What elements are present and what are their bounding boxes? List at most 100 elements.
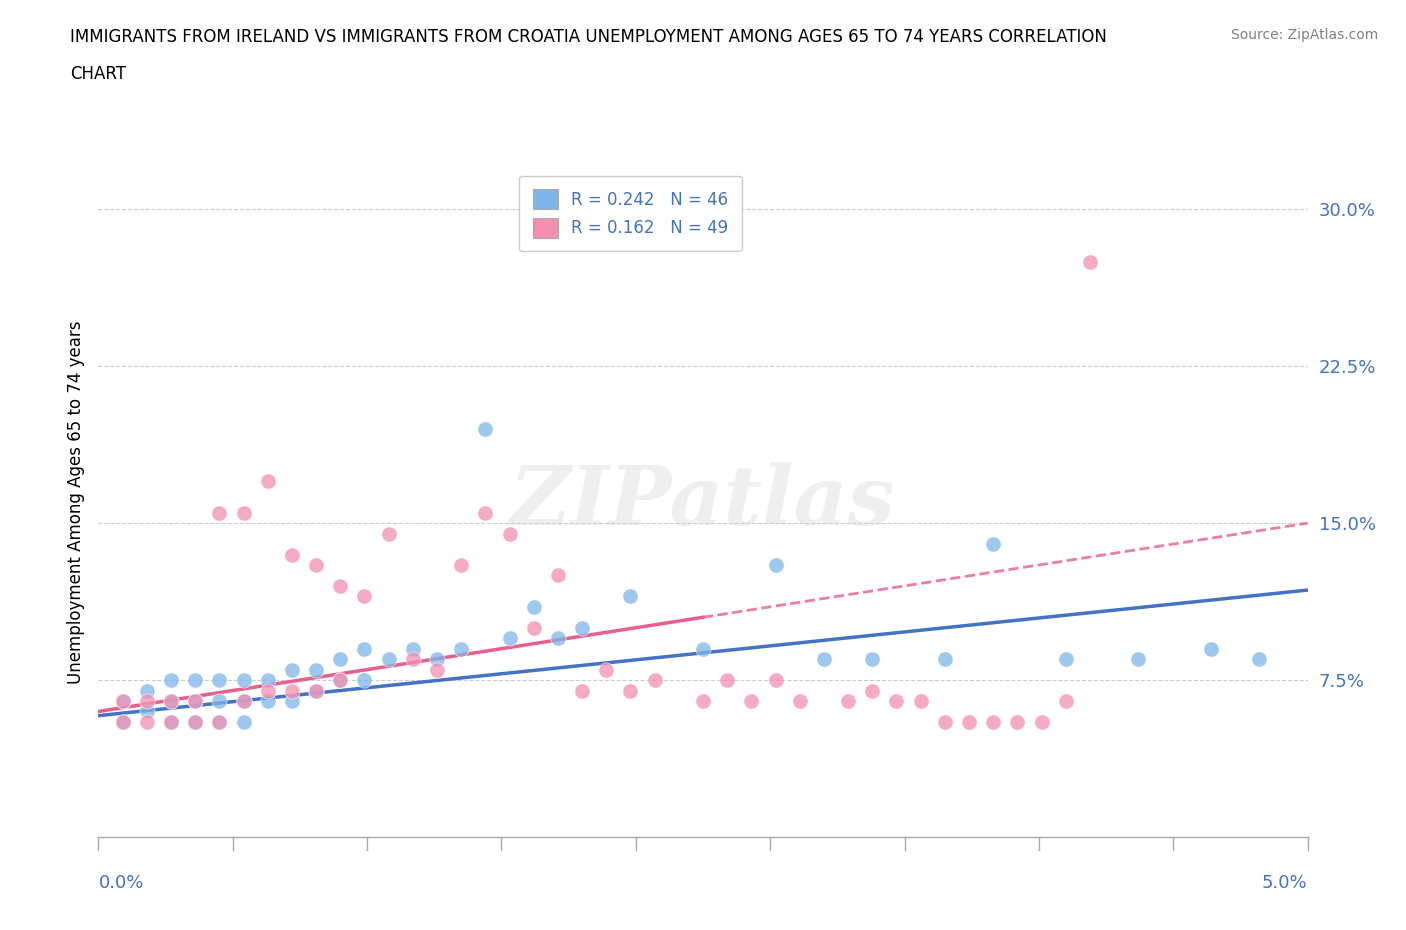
Point [256,672,278,687]
Point [498,526,520,541]
Point [135,714,157,729]
Point [1199,642,1222,657]
Point [160,672,183,687]
Point [474,421,496,436]
Point [547,568,569,583]
Point [450,558,472,573]
Point [329,672,352,687]
Text: IMMIGRANTS FROM IRELAND VS IMMIGRANTS FROM CROATIA UNEMPLOYMENT AMONG AGES 65 TO: IMMIGRANTS FROM IRELAND VS IMMIGRANTS FR… [70,28,1107,46]
Point [184,714,207,729]
Point [1128,652,1150,667]
Point [402,652,425,667]
Point [571,620,593,635]
Point [377,526,399,541]
Point [571,683,593,698]
Point [184,714,207,729]
Y-axis label: Unemployment Among Ages 65 to 74 years: Unemployment Among Ages 65 to 74 years [66,321,84,684]
Point [692,694,714,709]
Point [281,683,304,698]
Point [934,714,956,729]
Point [256,683,278,698]
Point [474,505,496,520]
Point [765,672,787,687]
Point [837,694,859,709]
Text: 5.0%: 5.0% [1263,874,1308,892]
Point [595,662,617,677]
Point [256,474,278,489]
Point [813,652,835,667]
Point [619,589,641,604]
Point [305,683,328,698]
Point [208,694,231,709]
Point [135,694,157,709]
Point [402,642,425,657]
Point [1249,652,1271,667]
Point [426,662,449,677]
Point [547,631,569,645]
Point [208,672,231,687]
Point [957,714,980,729]
Point [426,652,449,667]
Point [329,672,352,687]
Point [789,694,811,709]
Point [111,694,134,709]
Point [305,558,328,573]
Point [1007,714,1029,729]
Point [886,694,908,709]
Point [934,652,956,667]
Point [523,600,546,615]
Text: 0.0%: 0.0% [98,874,143,892]
Point [860,683,883,698]
Text: CHART: CHART [70,65,127,83]
Point [281,547,304,562]
Point [910,694,932,709]
Point [981,714,1004,729]
Point [860,652,883,667]
Point [208,714,231,729]
Point [232,672,254,687]
Text: Source: ZipAtlas.com: Source: ZipAtlas.com [1230,28,1378,42]
Text: ZIPatlas: ZIPatlas [510,462,896,542]
Point [981,537,1004,551]
Point [111,714,134,729]
Point [281,694,304,709]
Point [232,714,254,729]
Point [523,620,546,635]
Point [135,704,157,719]
Point [184,694,207,709]
Point [160,694,183,709]
Point [184,672,207,687]
Point [644,672,666,687]
Point [450,642,472,657]
Point [1054,694,1077,709]
Point [111,694,134,709]
Point [1031,714,1053,729]
Point [208,505,231,520]
Legend: R = 0.242   N = 46, R = 0.162   N = 49: R = 0.242 N = 46, R = 0.162 N = 49 [519,176,741,251]
Point [184,694,207,709]
Point [716,672,738,687]
Point [329,652,352,667]
Point [232,505,254,520]
Point [232,694,254,709]
Point [111,714,134,729]
Point [1054,652,1077,667]
Point [619,683,641,698]
Point [692,642,714,657]
Point [160,694,183,709]
Point [353,672,375,687]
Point [281,662,304,677]
Point [498,631,520,645]
Point [135,683,157,698]
Point [740,694,762,709]
Point [305,683,328,698]
Point [160,714,183,729]
Point [765,558,787,573]
Point [208,714,231,729]
Point [160,714,183,729]
Point [353,642,375,657]
Point [256,694,278,709]
Point [232,694,254,709]
Point [329,578,352,593]
Point [353,589,375,604]
